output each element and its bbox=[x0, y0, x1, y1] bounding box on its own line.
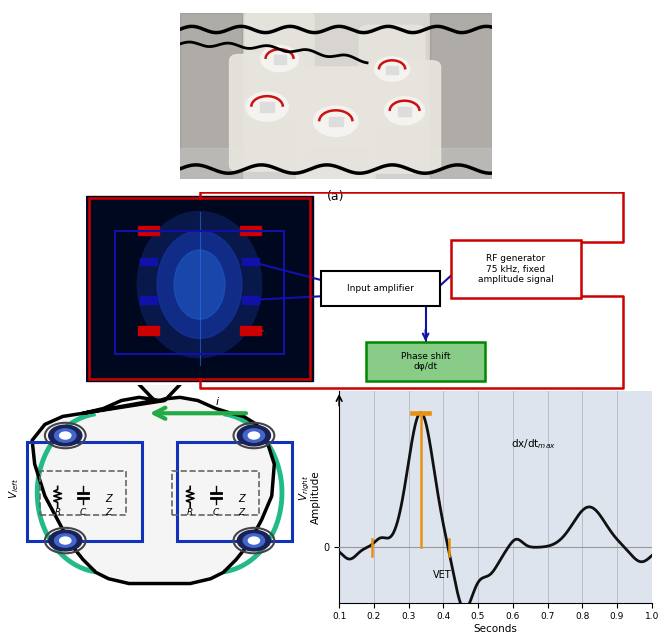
Bar bbox=[115, 231, 285, 354]
FancyBboxPatch shape bbox=[451, 240, 581, 298]
Bar bbox=[398, 107, 411, 116]
Ellipse shape bbox=[314, 106, 358, 137]
Circle shape bbox=[248, 537, 259, 544]
Text: R: R bbox=[55, 508, 61, 517]
X-axis label: Seconds: Seconds bbox=[473, 624, 517, 634]
Ellipse shape bbox=[246, 92, 288, 121]
Text: i: i bbox=[215, 397, 219, 407]
FancyBboxPatch shape bbox=[321, 271, 440, 306]
Bar bbox=[430, 13, 492, 179]
Bar bbox=[240, 326, 261, 335]
Bar bbox=[40, 470, 126, 515]
Polygon shape bbox=[32, 380, 275, 583]
Text: R: R bbox=[187, 508, 194, 517]
FancyBboxPatch shape bbox=[368, 61, 440, 173]
Circle shape bbox=[60, 537, 71, 544]
Circle shape bbox=[248, 432, 259, 439]
Text: (a): (a) bbox=[327, 190, 344, 203]
FancyBboxPatch shape bbox=[359, 26, 425, 126]
Bar bbox=[386, 67, 398, 74]
Ellipse shape bbox=[174, 250, 225, 319]
Bar bbox=[260, 103, 274, 112]
Bar bbox=[273, 55, 285, 64]
Text: Z: Z bbox=[238, 494, 245, 504]
Bar bbox=[242, 296, 259, 304]
Bar bbox=[140, 258, 157, 265]
Text: Input amplifier: Input amplifier bbox=[347, 284, 414, 293]
Y-axis label: Amplitude: Amplitude bbox=[311, 470, 321, 524]
Bar bbox=[27, 442, 142, 540]
Bar bbox=[240, 226, 261, 235]
Circle shape bbox=[237, 425, 271, 446]
Bar bbox=[180, 148, 492, 179]
Text: RF generator
75 kHz, fixed
amplitude signal: RF generator 75 kHz, fixed amplitude sig… bbox=[478, 254, 554, 284]
Bar bbox=[86, 196, 313, 381]
Text: dx/dt$_{max}$: dx/dt$_{max}$ bbox=[511, 437, 556, 451]
Circle shape bbox=[49, 425, 82, 446]
Ellipse shape bbox=[384, 97, 424, 125]
Bar bbox=[138, 326, 159, 335]
FancyBboxPatch shape bbox=[245, 12, 314, 118]
Text: Z: Z bbox=[238, 508, 244, 517]
Ellipse shape bbox=[261, 46, 299, 72]
Bar bbox=[172, 470, 259, 515]
Circle shape bbox=[60, 432, 71, 439]
Text: $V_{right}$: $V_{right}$ bbox=[298, 475, 312, 501]
Bar bbox=[138, 226, 159, 235]
Bar bbox=[242, 258, 259, 265]
Bar bbox=[180, 13, 242, 179]
Circle shape bbox=[49, 530, 82, 551]
Circle shape bbox=[237, 530, 271, 551]
Bar bbox=[329, 117, 343, 126]
FancyBboxPatch shape bbox=[229, 54, 305, 171]
Circle shape bbox=[243, 534, 265, 547]
Circle shape bbox=[55, 534, 76, 547]
Text: C: C bbox=[80, 508, 86, 517]
Ellipse shape bbox=[157, 231, 242, 338]
Ellipse shape bbox=[137, 212, 262, 358]
Bar bbox=[140, 296, 157, 304]
FancyBboxPatch shape bbox=[297, 67, 375, 188]
Circle shape bbox=[243, 429, 265, 442]
Text: Z: Z bbox=[105, 494, 112, 504]
Text: Z: Z bbox=[106, 508, 112, 517]
Bar bbox=[178, 442, 292, 540]
Circle shape bbox=[55, 429, 76, 442]
Ellipse shape bbox=[374, 57, 410, 81]
FancyBboxPatch shape bbox=[366, 342, 485, 381]
Text: Phase shift
dφ/dt: Phase shift dφ/dt bbox=[401, 352, 450, 371]
Bar bbox=[89, 198, 310, 379]
Text: $V_{left}$: $V_{left}$ bbox=[7, 478, 21, 499]
Text: C: C bbox=[213, 508, 219, 517]
Text: VET: VET bbox=[433, 570, 452, 580]
